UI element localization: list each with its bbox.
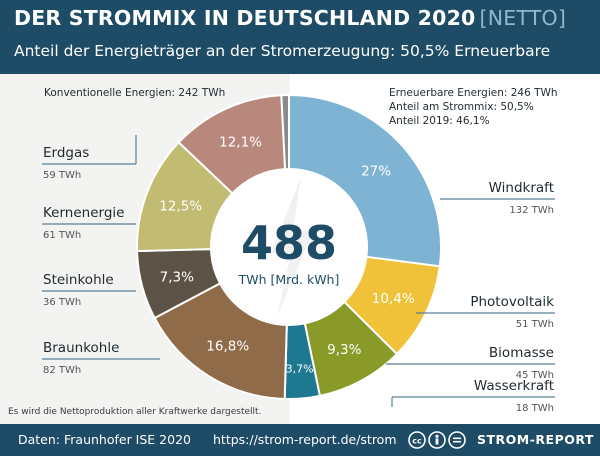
renewable-summary: Erneuerbare Energien: 246 TWh Anteil am … <box>389 86 558 128</box>
slice-label-windkraft: 27% <box>361 163 391 179</box>
category-value-kernenergie: 61 TWh <box>43 230 81 241</box>
category-label-steinkohle: Steinkohle <box>43 272 114 288</box>
renewable-share-2019: Anteil 2019: 46,1% <box>389 115 490 127</box>
footnote: Es wird die Nettoproduktion aller Kraftw… <box>8 407 262 417</box>
slice-other <box>280 93 290 171</box>
category-label-biomasse: Biomasse <box>489 345 554 361</box>
cc-by-sa-icon: cc <box>408 431 466 449</box>
category-label-braunkohle: Braunkohle <box>43 340 119 356</box>
slice-label-braunkohle: 16,8% <box>206 338 249 354</box>
category-label-windkraft: Windkraft <box>489 180 554 196</box>
title-text: DER STROMMIX IN DEUTSCHLAND 2020 <box>14 6 476 30</box>
slice-label-erdgas: 12,1% <box>219 135 262 151</box>
renewable-total: Erneuerbare Energien: 246 TWh <box>389 87 558 99</box>
category-label-wasserkraft: Wasserkraft <box>474 378 554 394</box>
page-subtitle: Anteil der Energieträger an der Stromerz… <box>14 42 551 60</box>
source-text: Daten: Fraunhofer ISE 2020 <box>18 432 191 447</box>
category-value-wasserkraft: 18 TWh <box>516 403 554 414</box>
page-title: DER STROMMIX IN DEUTSCHLAND 2020 [NETTO] <box>14 6 566 30</box>
center-total: 488 <box>241 216 337 270</box>
svg-text:cc: cc <box>412 437 422 446</box>
slice-label-biomasse: 9,3% <box>327 342 361 358</box>
footer-bar: Daten: Fraunhofer ISE 2020 https://strom… <box>0 424 600 456</box>
title-suffix: [NETTO] <box>479 6 567 30</box>
lightning-watermark-icon <box>271 177 313 317</box>
category-value-biomasse: 45 TWh <box>516 370 554 381</box>
slice-label-wasserkraft: 3,7% <box>286 363 314 376</box>
slice-windkraft <box>288 93 442 268</box>
category-value-erdgas: 59 TWh <box>43 170 81 181</box>
conventional-summary: Konventionelle Energien: 242 TWh <box>44 87 226 99</box>
category-label-erdgas: Erdgas <box>43 145 89 161</box>
category-value-photovoltaik: 51 TWh <box>516 319 554 330</box>
slice-label-steinkohle: 7,3% <box>160 269 194 285</box>
source-url[interactable]: https://strom-report.de/strom <box>213 432 397 447</box>
header-banner: DER STROMMIX IN DEUTSCHLAND 2020 [NETTO] … <box>0 0 600 74</box>
slice-label-photovoltaik: 10,4% <box>372 291 415 307</box>
center-unit: TWh [Mrd. kWh] <box>238 272 340 287</box>
category-value-windkraft: 132 TWh <box>509 205 554 216</box>
category-value-steinkohle: 36 TWh <box>43 297 81 308</box>
category-label-kernenergie: Kernenergie <box>43 205 124 221</box>
category-value-braunkohle: 82 TWh <box>43 365 81 376</box>
slice-label-kernenergie: 12,5% <box>159 198 202 214</box>
category-label-photovoltaik: Photovoltaik <box>470 294 554 310</box>
brand-name: STROM-REPORT <box>477 432 594 447</box>
renewable-share: Anteil am Strommix: 50,5% <box>389 101 534 113</box>
